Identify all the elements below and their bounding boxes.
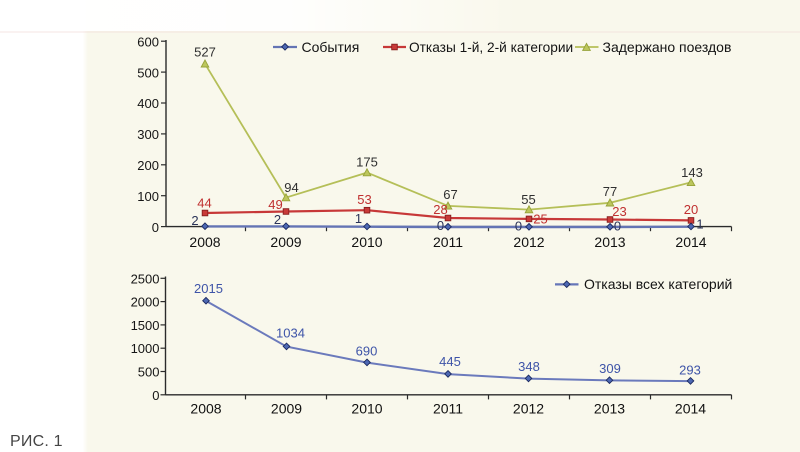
svg-text:0: 0 <box>152 388 159 403</box>
svg-text:77: 77 <box>603 184 617 199</box>
svg-text:2014: 2014 <box>675 234 706 250</box>
svg-text:2011: 2011 <box>433 234 463 250</box>
svg-text:175: 175 <box>356 155 378 170</box>
svg-text:1500: 1500 <box>131 318 160 333</box>
svg-text:2: 2 <box>274 212 281 227</box>
svg-text:События: События <box>302 39 360 55</box>
svg-text:94: 94 <box>284 180 298 195</box>
svg-text:300: 300 <box>137 127 159 142</box>
svg-text:2010: 2010 <box>351 234 382 250</box>
svg-text:2500: 2500 <box>131 271 160 286</box>
svg-text:527: 527 <box>194 45 216 60</box>
svg-text:1: 1 <box>696 217 703 232</box>
svg-text:0: 0 <box>437 218 444 233</box>
svg-text:293: 293 <box>679 363 701 378</box>
svg-text:500: 500 <box>137 65 159 80</box>
svg-text:25: 25 <box>533 212 547 227</box>
svg-text:2015: 2015 <box>194 281 223 296</box>
svg-text:2008: 2008 <box>189 234 220 250</box>
svg-text:2010: 2010 <box>351 401 382 417</box>
svg-text:600: 600 <box>137 34 159 49</box>
svg-text:400: 400 <box>137 96 159 111</box>
svg-text:2009: 2009 <box>271 401 302 417</box>
svg-text:2011: 2011 <box>433 401 463 417</box>
svg-text:2: 2 <box>191 213 198 228</box>
svg-text:143: 143 <box>681 165 703 180</box>
svg-text:690: 690 <box>356 344 378 359</box>
svg-text:2012: 2012 <box>513 401 544 417</box>
svg-text:2008: 2008 <box>190 401 221 417</box>
svg-text:0: 0 <box>152 220 159 235</box>
svg-text:200: 200 <box>137 158 159 173</box>
svg-text:28: 28 <box>433 202 447 217</box>
svg-text:2014: 2014 <box>675 401 706 417</box>
svg-text:2012: 2012 <box>513 234 544 250</box>
svg-text:0: 0 <box>614 219 621 234</box>
svg-text:Задержано поездов: Задержано поездов <box>603 39 732 55</box>
svg-text:445: 445 <box>439 354 461 369</box>
svg-text:РИС. 1: РИС. 1 <box>10 433 63 450</box>
svg-text:Отказы 1-й, 2-й категории: Отказы 1-й, 2-й категории <box>409 40 573 55</box>
svg-text:49: 49 <box>268 197 282 212</box>
svg-text:500: 500 <box>138 365 160 380</box>
svg-text:67: 67 <box>443 187 457 202</box>
svg-text:53: 53 <box>357 192 371 207</box>
svg-text:44: 44 <box>197 196 211 211</box>
svg-text:2013: 2013 <box>594 401 625 417</box>
svg-text:55: 55 <box>521 192 535 207</box>
svg-text:309: 309 <box>599 361 621 376</box>
svg-text:1000: 1000 <box>131 341 160 356</box>
svg-text:1034: 1034 <box>276 326 305 341</box>
svg-text:2009: 2009 <box>270 234 301 250</box>
svg-text:100: 100 <box>137 189 159 204</box>
svg-text:2013: 2013 <box>594 234 625 250</box>
svg-text:1: 1 <box>355 211 362 226</box>
svg-text:Отказы всех категорий: Отказы всех категорий <box>584 276 732 292</box>
svg-text:348: 348 <box>518 359 540 374</box>
svg-text:0: 0 <box>515 219 522 234</box>
svg-text:20: 20 <box>684 202 698 217</box>
svg-text:23: 23 <box>612 204 626 219</box>
svg-text:2000: 2000 <box>131 295 160 310</box>
